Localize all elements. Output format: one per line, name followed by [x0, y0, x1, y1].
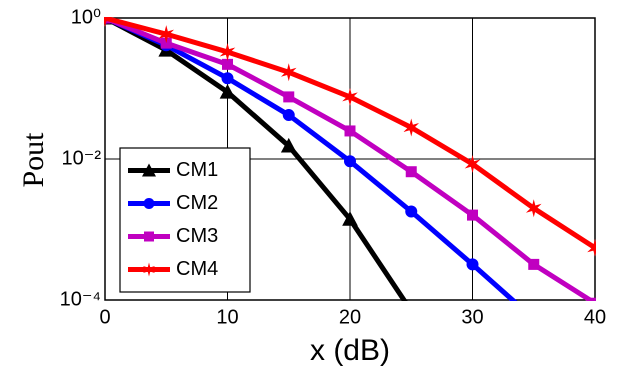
- x-tick-label: 40: [584, 306, 606, 328]
- legend-marker: [142, 163, 156, 177]
- marker: [104, 17, 113, 27]
- marker: [280, 63, 297, 82]
- y-tick-label: 10⁻²: [62, 147, 102, 169]
- marker: [344, 155, 356, 168]
- legend-label: CM4: [176, 258, 218, 280]
- marker: [221, 72, 234, 85]
- legend-marker: [143, 198, 155, 209]
- marker: [280, 137, 297, 153]
- marker: [219, 42, 236, 61]
- marker: [342, 87, 358, 106]
- y-tick-label: 10⁰: [71, 6, 101, 28]
- x-tick-label: 20: [339, 306, 361, 328]
- marker: [528, 258, 540, 270]
- marker: [405, 166, 417, 178]
- legend-label: CM3: [176, 225, 218, 247]
- y-tick-label: 10⁻⁴: [60, 288, 101, 310]
- x-tick-label: 0: [99, 306, 110, 328]
- marker: [405, 205, 418, 218]
- marker: [587, 238, 596, 257]
- plot-area: [104, 17, 596, 324]
- legend-label: CM2: [176, 192, 218, 214]
- marker: [464, 154, 481, 173]
- marker: [158, 25, 175, 44]
- marker: [219, 84, 236, 99]
- marker: [528, 313, 539, 324]
- marker: [342, 211, 358, 226]
- marker: [403, 118, 420, 137]
- legend-label: CM1: [176, 159, 218, 181]
- x-tick-label: 30: [461, 306, 483, 328]
- x-tick-label: 10: [216, 306, 238, 328]
- series-line: [104, 17, 518, 301]
- marker: [525, 199, 542, 218]
- marker: [404, 304, 418, 317]
- marker: [344, 125, 356, 137]
- marker: [466, 258, 479, 271]
- marker: [283, 91, 295, 103]
- marker: [589, 297, 596, 301]
- marker: [282, 109, 295, 122]
- y-axis-label: Pout: [17, 132, 50, 188]
- legend-marker: [142, 262, 156, 277]
- marker: [467, 209, 478, 221]
- x-axis-label: x (dB): [310, 334, 390, 367]
- legend-marker: [144, 231, 154, 242]
- series-line: [104, 17, 408, 301]
- plot-frame: [104, 17, 596, 301]
